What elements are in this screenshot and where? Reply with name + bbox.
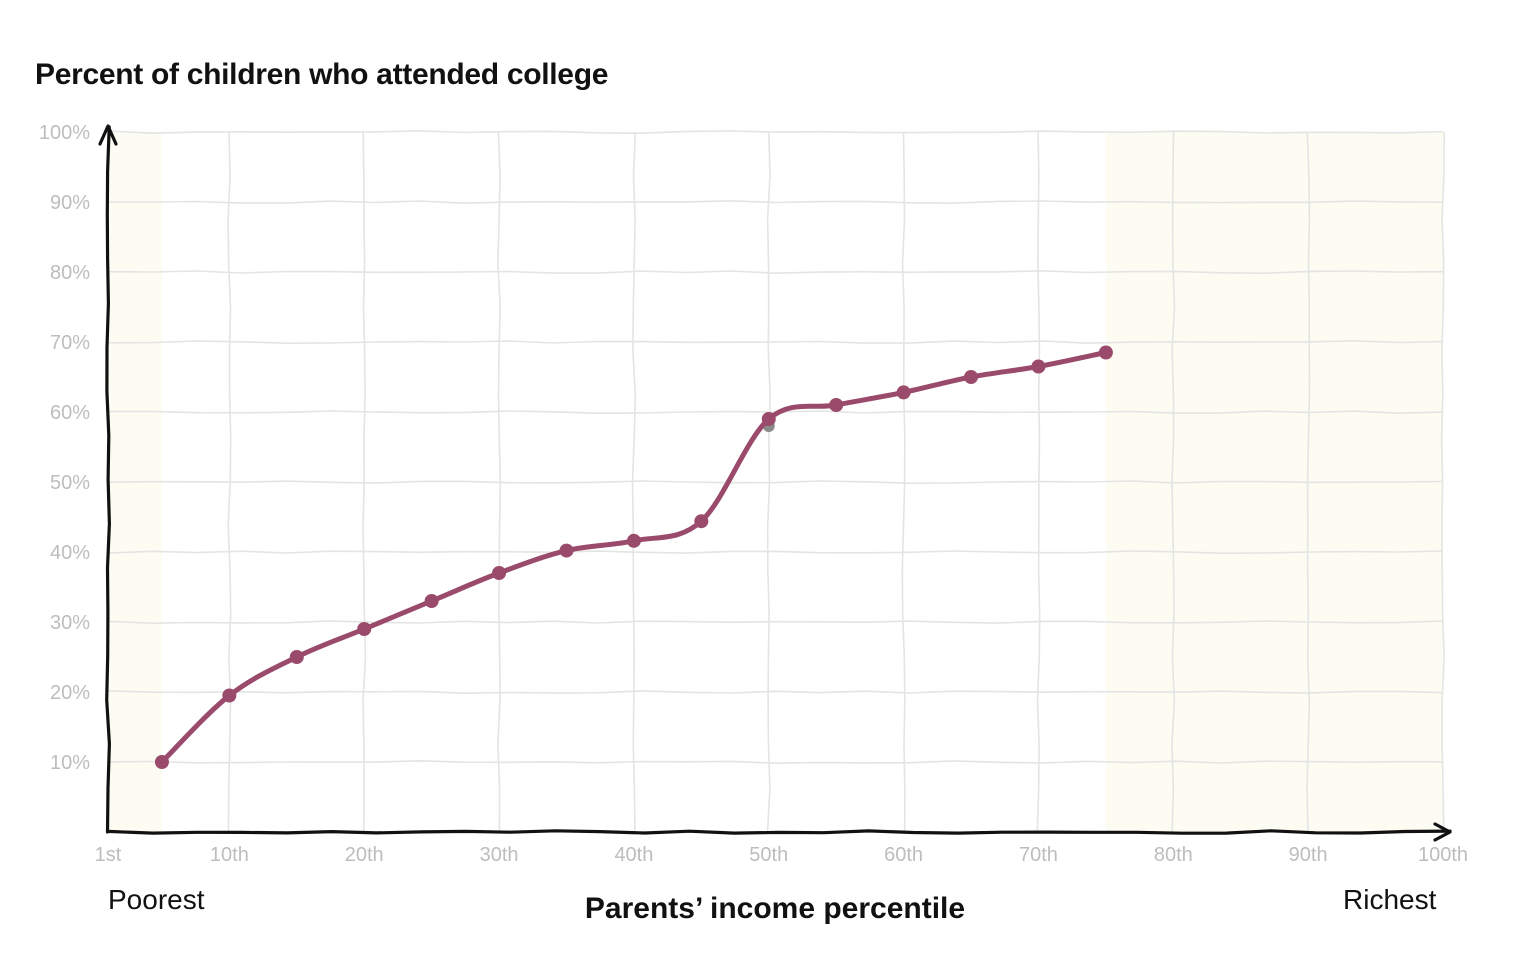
x-tick-label: 80th [1154, 844, 1193, 866]
grid-line-y [107, 129, 1444, 135]
y-tick-label: 100% [39, 122, 90, 144]
data-point [626, 533, 641, 548]
grid-line-x [362, 131, 367, 833]
data-point [289, 650, 304, 664]
y-tick-label: 10% [50, 752, 90, 774]
y-tick-label: 60% [50, 402, 90, 424]
data-point [896, 385, 911, 400]
y-tick-label: 80% [50, 262, 90, 284]
data-point [1031, 359, 1046, 374]
grid-line-y [107, 269, 1444, 275]
grid [107, 129, 1446, 833]
x-tick-label: 90th [1289, 844, 1328, 866]
data-series [154, 345, 1113, 769]
y-tick-label: 20% [50, 682, 90, 704]
data-point [222, 688, 237, 703]
x-tick-label: 50th [749, 844, 788, 866]
data-point [1098, 345, 1113, 360]
data-point [964, 370, 979, 384]
y-tick-label: 30% [50, 612, 90, 634]
grid-line-x [766, 131, 771, 833]
x-tick-label: 40th [614, 844, 653, 866]
x-axis-title: Parents’ income percentile [584, 892, 966, 925]
richest-label: Richest [1343, 884, 1437, 915]
axes [98, 124, 1452, 842]
chart-title: Percent of children who attended college [35, 58, 609, 91]
data-point [694, 514, 709, 529]
x-tick-label: 30th [480, 844, 519, 866]
y-tick-label: 70% [50, 332, 90, 354]
x-tick-label: 60th [884, 844, 923, 866]
grid-line-x [1171, 131, 1176, 833]
data-point [829, 398, 844, 412]
grid-line-x [1306, 131, 1311, 833]
grid-line-x [497, 131, 502, 833]
x-tick-label: 100th [1418, 844, 1468, 866]
x-tick-label: 70th [1019, 844, 1058, 866]
data-point [357, 622, 372, 636]
data-point [424, 594, 439, 608]
x-tick-labels: 1st 10th 20th 30th 40th 50th 60th 70th 80th 90th 1… [95, 844, 1468, 866]
y-tick-label: 50% [50, 472, 90, 494]
y-tick-label: 40% [50, 542, 90, 564]
grid-line-x [1440, 131, 1446, 833]
grid-line-y [107, 550, 1444, 555]
data-point [154, 755, 169, 769]
data-point [559, 543, 574, 558]
y-axis-line [105, 125, 112, 834]
grid-line-x [1036, 131, 1041, 833]
x-tick-label: 1st [95, 844, 122, 866]
data-point [761, 412, 776, 426]
grid-line-x [901, 131, 906, 833]
x-tick-label: 10th [210, 844, 249, 866]
grid-line-y [107, 620, 1444, 625]
grid-line-y [107, 759, 1444, 765]
grid-line-y [107, 480, 1444, 485]
y-tick-label: 90% [50, 192, 90, 214]
x-tick-label: 20th [345, 844, 384, 866]
y-axis-arrowhead [98, 124, 118, 146]
poorest-label: Poorest [108, 884, 205, 915]
grid-line-x [631, 131, 637, 833]
y-tick-labels: 10% 20% 30% 40% 50% 60% 70% 80% 90% 100% [39, 122, 90, 774]
grid-line-y [107, 199, 1444, 205]
grid-line-y [107, 339, 1444, 345]
x-axis-arrowhead [1433, 822, 1452, 842]
x-axis-line [106, 829, 1452, 835]
data-point [492, 566, 507, 580]
grid-line-y [107, 690, 1444, 695]
grid-line-x [227, 131, 232, 833]
